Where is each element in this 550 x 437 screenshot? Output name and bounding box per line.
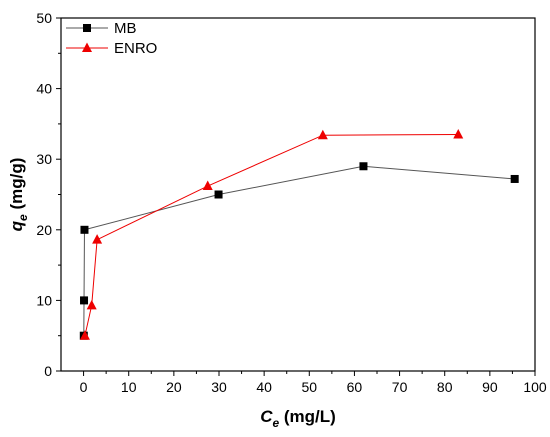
x-tick-label: 100 bbox=[523, 379, 547, 395]
data-point-mb bbox=[510, 174, 519, 183]
x-tick-label: 30 bbox=[211, 379, 227, 395]
y-tick-label: 20 bbox=[36, 222, 52, 238]
x-tick-label: 20 bbox=[166, 379, 182, 395]
data-point-mb bbox=[80, 225, 89, 234]
data-point-mb bbox=[80, 296, 89, 305]
legend-marker-enro bbox=[82, 42, 92, 52]
legend: MB ENRO bbox=[66, 20, 157, 57]
y-tick-label: 10 bbox=[36, 292, 52, 308]
y-tick-label: 30 bbox=[36, 151, 52, 167]
data-point-enro bbox=[79, 330, 90, 340]
axis-ticks: 0 10 20 30 40 50 60 70 80 90 100 0 10 20 30 40 50 bbox=[36, 10, 546, 395]
series-line-mb bbox=[83, 165, 515, 336]
plot-frame bbox=[60, 17, 536, 372]
x-tick-label: 70 bbox=[392, 379, 408, 395]
y-tick-label: 40 bbox=[36, 81, 52, 97]
x-tick-label: 40 bbox=[256, 379, 272, 395]
x-tick-label: 80 bbox=[437, 379, 453, 395]
data-point-enro bbox=[317, 129, 328, 140]
data-point-mb bbox=[359, 162, 368, 171]
x-tick-label: 50 bbox=[301, 379, 317, 395]
series-line-enro bbox=[84, 133, 459, 336]
plot-area bbox=[60, 17, 536, 372]
data-point-enro bbox=[453, 128, 464, 139]
x-tick-label: 90 bbox=[482, 379, 498, 395]
y-tick-label: 50 bbox=[36, 10, 52, 26]
x-tick-label: 60 bbox=[347, 379, 363, 395]
data-point-mb bbox=[214, 190, 223, 199]
y-axis-label: qe (mg/g) bbox=[7, 158, 30, 232]
legend-marker-mb bbox=[83, 24, 91, 32]
legend-label-mb: MB bbox=[114, 20, 137, 37]
data-point-enro bbox=[92, 234, 103, 244]
series-lines bbox=[83, 133, 515, 336]
data-point-enro bbox=[86, 299, 97, 310]
series-markers bbox=[79, 128, 519, 340]
x-tick-label: 0 bbox=[80, 379, 88, 395]
data-point-enro bbox=[202, 180, 213, 191]
x-tick-label: 10 bbox=[121, 379, 137, 395]
y-tick-label: 0 bbox=[44, 363, 52, 379]
x-axis-label: Ce (mg/L) bbox=[260, 407, 336, 430]
legend-label-enro: ENRO bbox=[114, 40, 157, 57]
